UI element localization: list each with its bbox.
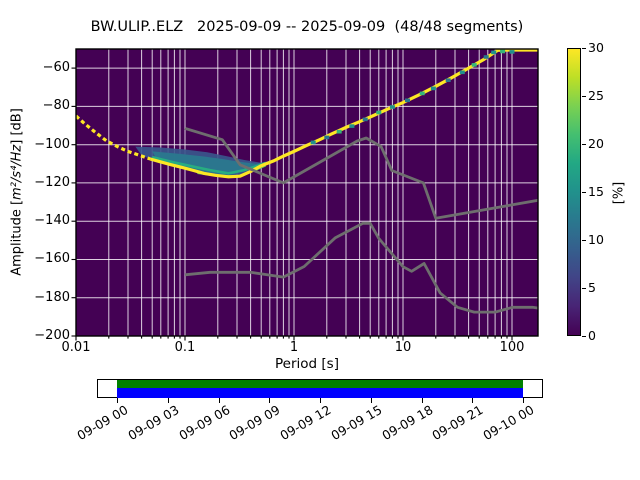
- psd-speckle: [362, 117, 368, 122]
- colorbar-tick-label: 0: [588, 328, 596, 343]
- grid-lines: [75, 49, 538, 336]
- colorbar-tick-mark: [582, 48, 586, 50]
- x-tick-label: 0.01: [61, 340, 91, 355]
- x-tick-label: 1: [289, 340, 299, 355]
- psd-speckle: [389, 105, 395, 109]
- colorbar-tick-mark: [582, 144, 586, 146]
- colorbar-tick-mark: [582, 288, 586, 290]
- psd-speckle: [471, 63, 477, 67]
- x-axis-label: Period [s]: [275, 356, 339, 372]
- timeline-tick-mark: [370, 398, 372, 403]
- timeline-tick-mark: [167, 398, 169, 403]
- plot-spine: [75, 48, 539, 337]
- plot-background: [76, 49, 538, 336]
- timeline-availability-green: [117, 380, 523, 388]
- colorbar-tick-label: 25: [588, 88, 604, 103]
- y-axis-label-suffix: ] [dB]: [9, 108, 25, 145]
- colorbar-tick-label: 5: [588, 280, 596, 295]
- data-layer: [76, 49, 538, 314]
- timeline-availability-blue: [117, 387, 523, 398]
- nlnm-line: [184, 221, 538, 314]
- y-tick-label: −60: [42, 60, 70, 75]
- y-axis-label-units: m²/s⁴/Hz: [9, 144, 25, 200]
- nhnm-line: [184, 127, 538, 220]
- psd-speckle: [500, 49, 506, 54]
- y-axis-label-prefix: Amplitude [: [9, 199, 25, 276]
- colorbar-tick-mark: [582, 336, 586, 338]
- psd-speckle: [376, 110, 382, 115]
- y-tick-label: −140: [34, 213, 70, 228]
- x-tick-label: 10: [394, 340, 412, 355]
- colorbar-gradient: [567, 48, 581, 336]
- psd-mode-line-dashed: [76, 114, 151, 161]
- psd-speckle: [324, 135, 330, 140]
- psd-spread-teal: [151, 155, 267, 175]
- colorbar-tick-label: 20: [588, 136, 604, 151]
- psd-speckles: [310, 49, 515, 145]
- psd-speckle: [509, 50, 515, 54]
- y-tick-label: −200: [34, 328, 70, 343]
- timeline-tick-mark: [218, 398, 220, 403]
- y-tick-label: −160: [34, 251, 70, 266]
- y-tick-label: −80: [42, 98, 70, 113]
- colorbar-tick-label: 30: [588, 40, 604, 55]
- timeline-tick-mark: [117, 398, 119, 403]
- timeline-tick-mark: [523, 398, 525, 403]
- timeline-tick-mark: [421, 398, 423, 403]
- colorbar-tick-label: 15: [588, 184, 604, 199]
- colorbar-tick-mark: [582, 192, 586, 194]
- psd-speckle: [310, 140, 316, 145]
- psd-speckle: [445, 78, 451, 82]
- ppsd-plot-canvas: [71, 48, 539, 341]
- psd-speckle: [430, 86, 436, 91]
- psd-spread-mid: [152, 151, 269, 175]
- colorbar-tick-mark: [582, 96, 586, 98]
- timeline-tick-mark: [269, 398, 271, 403]
- y-tick-label: −120: [34, 175, 70, 190]
- y-tick-label: −100: [34, 137, 70, 152]
- psd-speckle: [349, 124, 355, 128]
- timeline-tick-mark: [320, 398, 322, 403]
- colorbar-tick-label: 10: [588, 232, 604, 247]
- colorbar-label: [%]: [611, 181, 627, 205]
- colorbar-tick-mark: [582, 240, 586, 242]
- x-tick-label: 100: [499, 340, 525, 355]
- y-axis-label: Amplitude [m²/s⁴/Hz] [dB]: [10, 108, 25, 276]
- timeline-bar: [97, 379, 543, 398]
- x-tick-label: 0.1: [174, 340, 196, 355]
- psd-speckle: [459, 70, 465, 75]
- psd-speckle: [419, 91, 425, 96]
- psd-speckle: [491, 50, 497, 55]
- psd-speckle: [405, 98, 410, 103]
- psd-speckle: [483, 55, 489, 59]
- timeline-tick-mark: [472, 398, 474, 403]
- y-tick-label: −180: [34, 290, 70, 305]
- psd-speckle: [336, 129, 342, 134]
- plot-title: BW.ULIP..ELZ 2025-09-09 -- 2025-09-09 (4…: [90, 19, 524, 35]
